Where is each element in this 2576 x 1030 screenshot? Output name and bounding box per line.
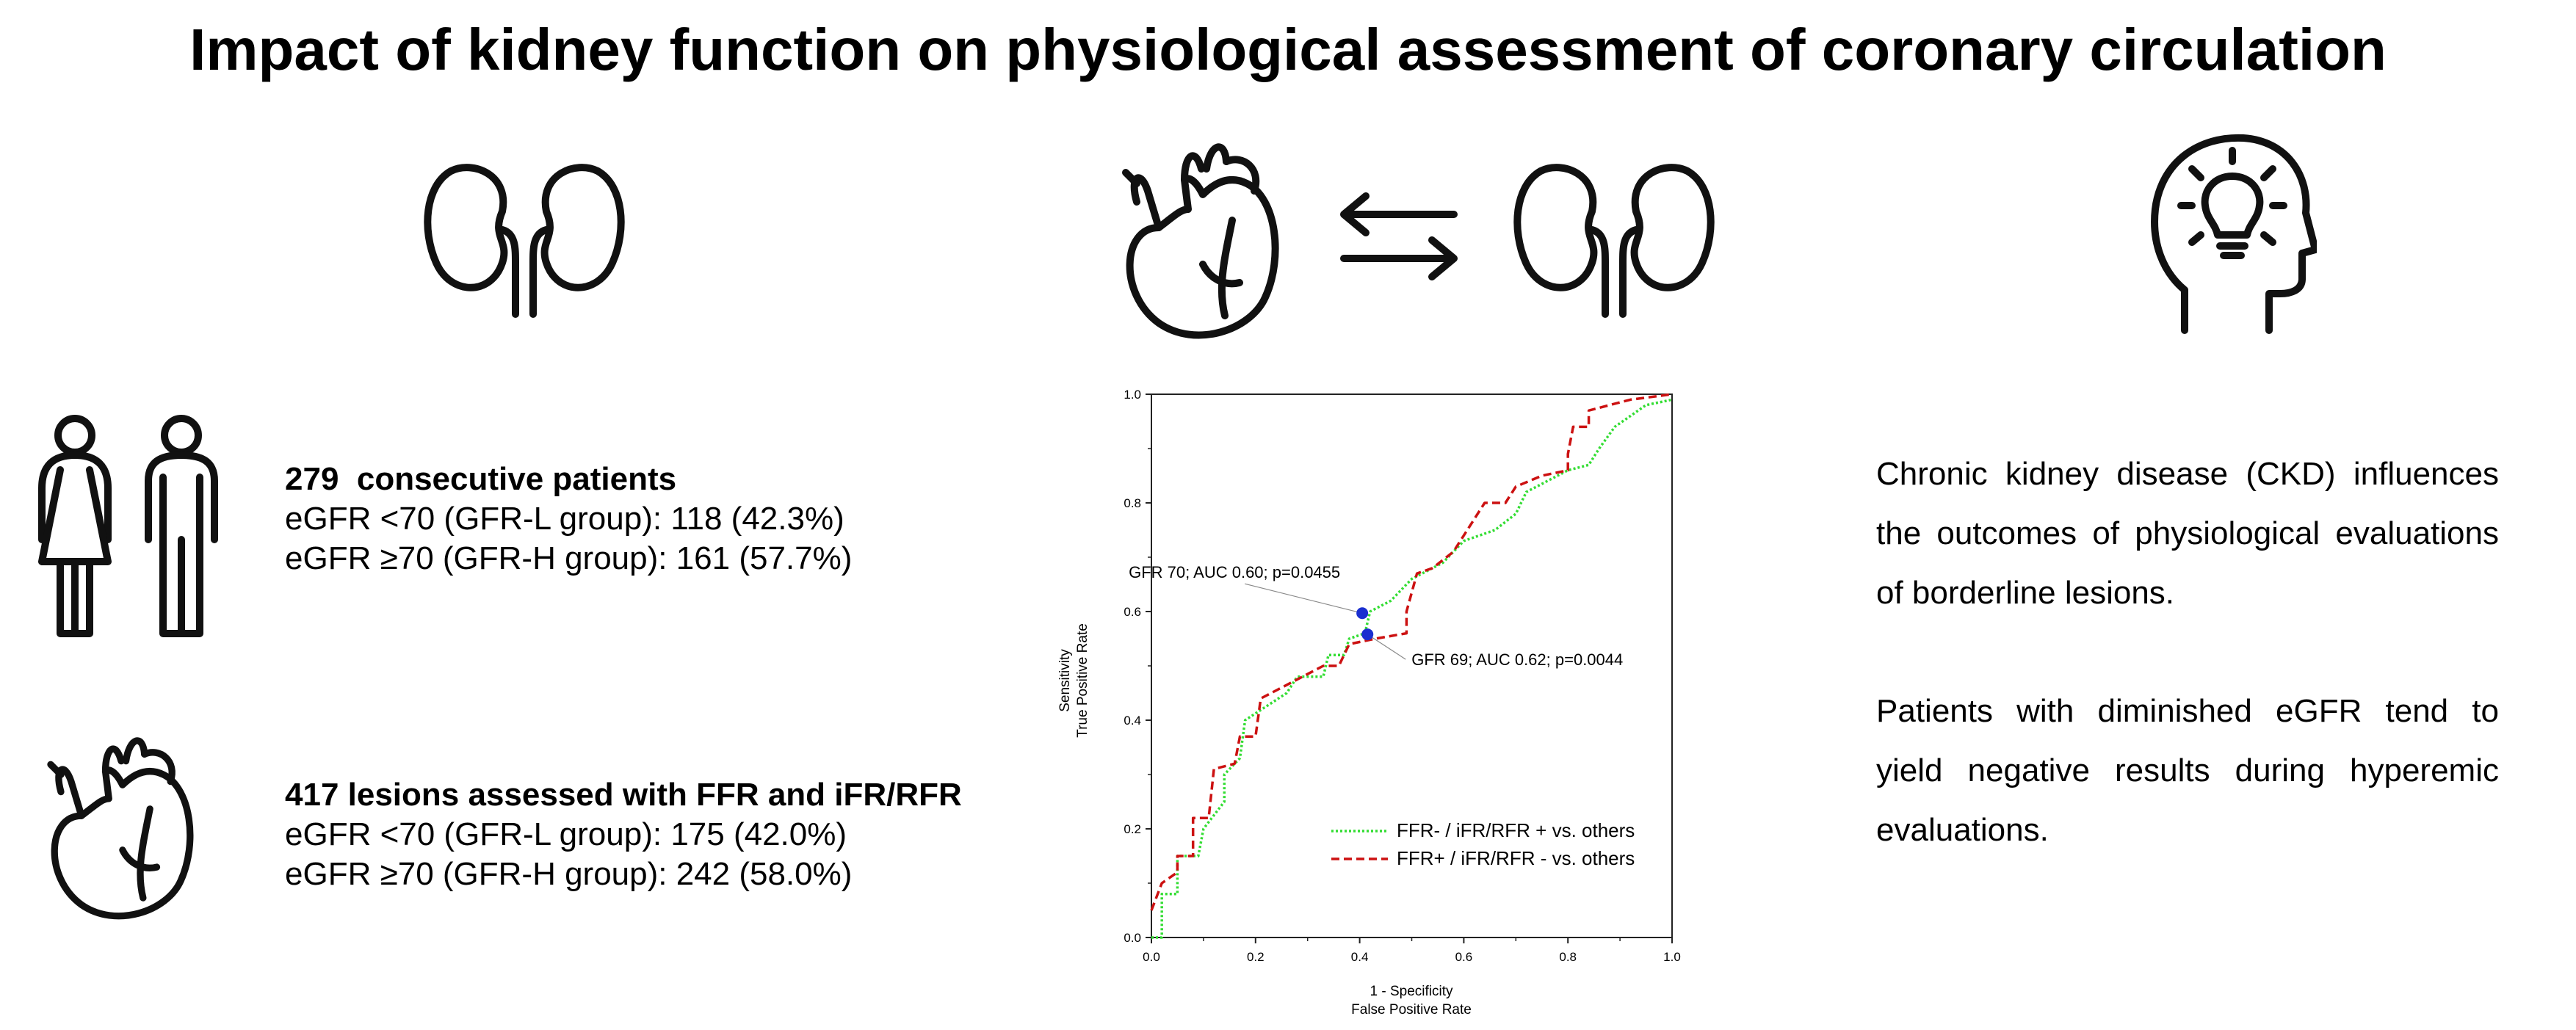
legend-label: FFR+ / iFR/RFR - vs. others — [1397, 847, 1635, 869]
lesions-count: 417 lesions assessed with FFR and iFR/RF… — [285, 777, 962, 813]
x-tick-label: 0.8 — [1559, 950, 1577, 964]
patients-count: 279 consecutive patients — [285, 461, 677, 497]
cutoff-marker — [1356, 607, 1369, 620]
x-tick-label: 0.6 — [1455, 950, 1473, 964]
heart-icon — [1122, 143, 1279, 339]
patients-high-group: eGFR ≥70 (GFR-H group): 161 (57.7%) — [285, 540, 853, 576]
chart-ticks: 0.00.0 0.2 0.2 0.4 0.4 0.6 0.6 0.8 0.8 1.0 1.0 — [1124, 388, 1680, 964]
head-lightbulb-icon — [2151, 134, 2317, 334]
legend-label: FFR- / iFR/RFR + vs. others — [1397, 819, 1635, 841]
cutoff-marker — [1361, 628, 1374, 641]
series-line-1 — [1151, 398, 1673, 939]
chart-annotations: GFR 70; AUC 0.60; p=0.0455 GFR 69; AUC 0.… — [1129, 563, 1623, 669]
y-tick-label: 1.0 — [1124, 388, 1141, 402]
page-title: Impact of kidney function on physiologic… — [189, 17, 2387, 82]
takeaway-paragraph-2: Patients with diminished eGFR tend to yi… — [1876, 693, 2499, 848]
annotation-leader — [1367, 634, 1406, 660]
x-tick-label: 0.0 — [1143, 950, 1160, 964]
heart-icon — [47, 737, 194, 920]
x-tick-label: 0.2 — [1247, 950, 1265, 964]
lesions-high-group: eGFR ≥70 (GFR-H group): 242 (58.0%) — [285, 856, 853, 892]
lesions-low-group: eGFR <70 (GFR-L group): 175 (42.0%) — [285, 816, 847, 852]
chart-legend: FFR- / iFR/RFR + vs. others FFR+ / iFR/RF… — [1331, 819, 1635, 869]
chart-series — [1150, 393, 1673, 939]
y-tick-label: 0.6 — [1124, 605, 1141, 619]
y-tick-label: 0.4 — [1124, 714, 1141, 728]
y-axis-label-secondary: True Positive Rate — [1075, 623, 1090, 738]
annotation-leader — [1244, 583, 1363, 614]
x-tick-label: 1.0 — [1663, 950, 1681, 964]
lesions-summary: 417 lesions assessed with FFR and iFR/RF… — [285, 775, 962, 894]
y-tick-label: 0.8 — [1124, 496, 1141, 510]
kidneys-icon — [1513, 164, 1715, 318]
cutoff-label-2: GFR 69; AUC 0.62; p=0.0044 — [1411, 650, 1623, 669]
series-line-2 — [1150, 393, 1673, 911]
x-tick-label: 0.4 — [1351, 950, 1369, 964]
roc-chart: 0.00.0 0.2 0.2 0.4 0.4 0.6 0.6 0.8 0.8 1.0 1.0 GFR… — [1057, 388, 1681, 1018]
takeaway-text: Chronic kidney disease (CKD) influences … — [1876, 444, 2499, 918]
woman-man-icon — [38, 415, 218, 637]
kidneys-icon — [424, 164, 625, 318]
patients-summary: 279 consecutive patients eGFR <70 (GFR-L… — [285, 460, 852, 579]
y-tick-label: 0.0 — [1124, 931, 1141, 945]
patients-low-group: eGFR <70 (GFR-L group): 118 (42.3%) — [285, 501, 844, 537]
x-axis-label: 1 - Specificity — [1370, 984, 1453, 999]
takeaway-paragraph-1: Chronic kidney disease (CKD) influences … — [1876, 456, 2499, 611]
y-axis-label: Sensitivity — [1057, 649, 1073, 712]
bidirectional-arrows-icon — [1340, 192, 1458, 280]
y-tick-label: 0.2 — [1124, 822, 1141, 836]
x-axis-label-secondary: False Positive Rate — [1351, 1002, 1472, 1018]
cutoff-label-1: GFR 70; AUC 0.60; p=0.0455 — [1129, 563, 1340, 581]
